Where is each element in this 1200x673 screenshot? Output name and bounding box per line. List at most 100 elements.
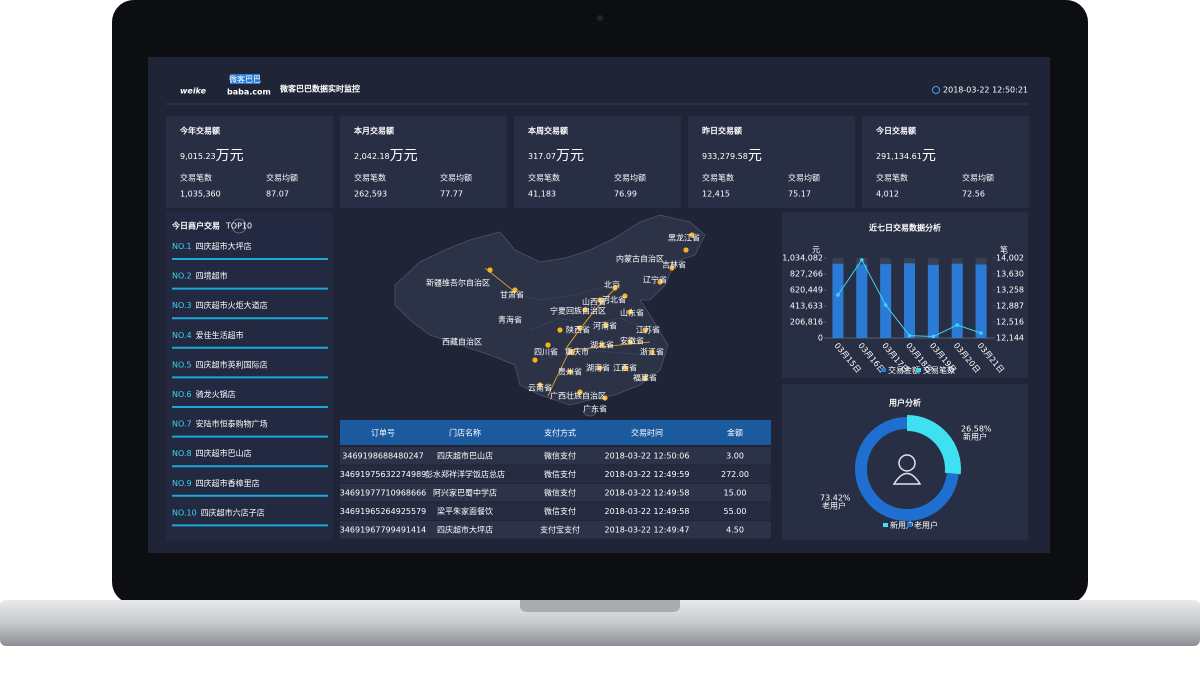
pie-category-label: 老用户 [822, 501, 846, 511]
map-label: 河北省 [602, 295, 626, 305]
map-point [557, 327, 563, 333]
table-header: 支付方式 [544, 428, 576, 438]
ranking-badge: TOP10 [225, 222, 252, 231]
line-point [979, 331, 983, 335]
chart-title: 近七日交易数据分析 [869, 223, 941, 233]
map-point [577, 389, 583, 395]
rank: NO.8 [172, 449, 192, 458]
legend-swatch [883, 523, 888, 527]
kpi-card [688, 116, 855, 208]
store-name: 四庆超市英利国际店 [196, 359, 268, 369]
datetime: 2018-03-22 12:50:21 [943, 86, 1028, 95]
table-header: 订单号 [371, 428, 395, 438]
table-cell: 支付宝支付 [540, 525, 580, 535]
rank: NO.5 [172, 360, 192, 369]
map-point [569, 349, 575, 355]
line-point [836, 293, 840, 297]
table-cell: 272.00 [721, 470, 749, 479]
line-point [955, 323, 960, 327]
kpi-number: 291,134.61 [876, 152, 922, 161]
bar [880, 264, 892, 338]
kpi-number: 933,279.58 [702, 152, 748, 161]
kpi-count: 1,035,360 [180, 190, 221, 199]
map-point [567, 369, 573, 375]
pie-category-label: 新用户 [963, 432, 987, 442]
table-cell: 微信支付 [544, 488, 576, 498]
table-row [340, 447, 771, 465]
bar [927, 264, 939, 338]
kpi-count: 262,593 [354, 190, 387, 199]
map-point [642, 375, 648, 381]
map-label: 江西省 [613, 363, 637, 373]
map-points [487, 232, 695, 401]
map-label: 陕西省 [566, 325, 590, 335]
map-label: 重庆市 [565, 347, 589, 357]
kpi-avg: 76.99 [614, 190, 637, 199]
map-label: 吉林省 [662, 260, 686, 270]
kpi-unit: 元 [748, 148, 762, 164]
y-tick-label: 413,633 [790, 301, 823, 310]
kpi-unit: 万元 [556, 148, 584, 164]
line-point [859, 258, 864, 262]
kpi-number: 317.07 [528, 152, 556, 161]
map-point [612, 285, 618, 291]
map-label: 贵州省 [558, 367, 582, 377]
store-name: 四庆超市六店子店 [201, 507, 265, 517]
store-name: 四庆超市香樟里店 [196, 477, 260, 487]
rank: NO.2 [172, 271, 192, 280]
kpi-unit: 万元 [390, 148, 418, 164]
bar [951, 263, 963, 338]
legend-label: 新用户 [890, 520, 914, 530]
table-cell: 彭水郑祥洋学饭店总店 [425, 469, 505, 479]
base-notch [520, 600, 680, 612]
table-cell: 梁平朱家面餐饮 [437, 506, 493, 516]
table-cell: 4.50 [726, 526, 744, 535]
china-outline [394, 214, 706, 406]
table-cell: 阿兴家巴蜀中学店 [433, 488, 497, 498]
rank: NO.1 [172, 242, 192, 251]
map-point [597, 297, 603, 303]
flow-lines [484, 267, 651, 397]
table-cell: 15.00 [724, 489, 747, 498]
province-borders [499, 284, 651, 361]
kpi-value: 2,042.18万元 [354, 148, 418, 164]
y2-unit: 笔 [1000, 245, 1008, 255]
map-point [683, 247, 689, 253]
kpi-count: 4,012 [876, 190, 899, 199]
rank: NO.3 [172, 301, 192, 310]
y-tick-label: 1,034,082 [782, 254, 823, 263]
map-point [669, 265, 675, 271]
map-label: 黑龙江省 [668, 233, 700, 243]
clock-icon [932, 86, 940, 94]
rank: NO.9 [172, 478, 192, 487]
kpi-number: 2,042.18 [354, 152, 390, 161]
table-row [340, 484, 771, 502]
map-label: 广东省 [583, 404, 607, 414]
store-name: 骑龙火锅店 [196, 389, 236, 399]
table-cell: 34691977710968666 [340, 489, 427, 498]
line-point [883, 303, 888, 307]
user-icon-head [898, 454, 916, 472]
map-label: 西藏自治区 [442, 337, 482, 347]
kpi-avg-label: 交易均额 [788, 173, 820, 183]
map-label: 湖南省 [586, 363, 610, 373]
table-cell: 34691967799491414 [340, 526, 427, 535]
table-row [340, 465, 771, 483]
kpi-card [514, 116, 681, 208]
map-label: 广西壮族自治区 [550, 391, 606, 401]
map-point [537, 382, 543, 388]
table-cell: 2018-03-22 12:50:06 [605, 452, 690, 461]
map-label: 福建省 [633, 373, 657, 383]
kpi-count-label: 交易笔数 [180, 173, 212, 183]
map-label: 甘肃省 [500, 290, 524, 300]
page-title: 微客巴巴数据实时监控 [279, 84, 360, 94]
y-tick-label: 827,266 [790, 269, 823, 278]
kpi-card [166, 116, 333, 208]
ranking-item: NO.3 四庆超市火炬大道店 [172, 300, 268, 310]
ranking-item: NO.6 骑龙火锅店 [172, 389, 236, 399]
map-point [532, 357, 538, 363]
y2-tick-label: 12,887 [996, 302, 1024, 311]
map-point [577, 325, 583, 331]
kpi-unit: 万元 [216, 148, 244, 164]
table-cell: 2018-03-22 12:49:58 [605, 489, 690, 498]
